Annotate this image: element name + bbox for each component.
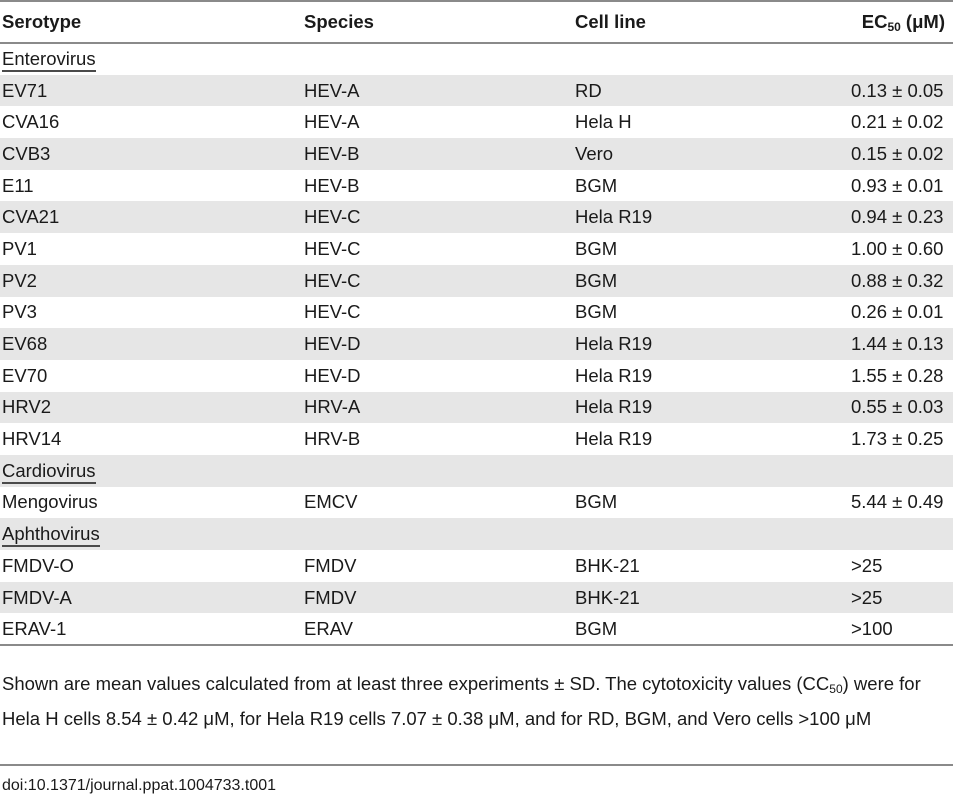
- ec50-cell: 0.55 ± 0.03: [833, 391, 953, 424]
- species-cell: HEV-D: [302, 328, 573, 360]
- species-cell: ERAV: [304, 617, 354, 639]
- cell-line-cell: Hela R19: [575, 428, 653, 450]
- table-row: HRV2 HRV-A Hela R19 0.55 ± 0.03: [0, 391, 953, 424]
- cell-line-cell: Hela R19: [573, 391, 833, 424]
- serotype-cell: ERAV-1: [2, 617, 67, 639]
- cell-line-cell: BGM: [575, 174, 618, 196]
- species-cell: HRV-B: [304, 428, 361, 450]
- species-cell: HEV-A: [302, 74, 573, 107]
- serotype-cell: FMDV-O: [2, 554, 74, 576]
- species-cell: HEV-C: [304, 237, 361, 259]
- table-row: EV68 HEV-D Hela R19 1.44 ± 0.13: [0, 328, 953, 360]
- doi-link[interactable]: doi:10.1371/journal.ppat.1004733.t001: [2, 777, 277, 794]
- species-cell: HRV-A: [302, 391, 573, 424]
- species-cell: FMDV: [302, 581, 573, 614]
- serotype-cell: Mengovirus: [2, 491, 98, 513]
- cell-line-cell: RD: [573, 74, 833, 107]
- species-cell: HEV-C: [302, 264, 573, 297]
- table-row: ERAV-1 ERAV BGM >100: [0, 613, 953, 646]
- ec50-cell: 1.44 ± 0.13: [833, 328, 953, 360]
- cell-line-cell: BGM: [575, 301, 618, 323]
- ec50-table: Serotype Species Cell line EC50 (μM) Ent…: [0, 1, 953, 646]
- ec50-cell: >100: [851, 617, 893, 639]
- serotype-cell: HRV2: [0, 391, 302, 424]
- table-row: CVB3 HEV-B Vero 0.15 ± 0.02: [0, 138, 953, 170]
- table-row: PV1 HEV-C BGM 1.00 ± 0.60: [0, 233, 953, 265]
- group-row-enterovirus: Enterovirus: [0, 43, 953, 75]
- ec50-cell: 0.15 ± 0.02: [833, 138, 953, 170]
- header-serotype: Serotype: [2, 11, 82, 32]
- cell-line-cell: BGM: [575, 237, 618, 259]
- table-row: EV71 HEV-A RD 0.13 ± 0.05: [0, 74, 953, 107]
- table-row: Mengovirus EMCV BGM 5.44 ± 0.49: [0, 487, 953, 519]
- ec50-cell: 1.00 ± 0.60: [851, 237, 944, 259]
- cell-line-cell: BGM: [575, 617, 618, 639]
- table-row: CVA16 HEV-A Hela H 0.21 ± 0.02: [0, 106, 953, 138]
- species-cell: HEV-C: [302, 201, 573, 234]
- table-row: FMDV-O FMDV BHK-21 >25: [0, 550, 953, 582]
- serotype-cell: PV1: [2, 237, 37, 259]
- group-row-aphthovirus: Aphthovirus: [0, 518, 953, 550]
- table-row: HRV14 HRV-B Hela R19 1.73 ± 0.25: [0, 423, 953, 455]
- header-ec50: EC50 (μM): [861, 10, 945, 34]
- serotype-cell: E11: [2, 174, 34, 196]
- cell-line-cell: Hela R19: [575, 364, 653, 386]
- species-cell: HEV-C: [304, 301, 361, 323]
- ec50-cell: 0.26 ± 0.01: [851, 301, 944, 323]
- cell-line-cell: Vero: [573, 138, 833, 170]
- ec50-cell: 0.94 ± 0.23: [833, 201, 953, 234]
- serotype-cell: CVB3: [0, 138, 302, 170]
- serotype-cell: PV2: [0, 264, 302, 297]
- cell-line-cell: Hela H: [575, 111, 632, 133]
- cell-line-cell: Hela R19: [573, 201, 833, 234]
- ec50-cell: 0.93 ± 0.01: [851, 174, 944, 196]
- header-row: Serotype Species Cell line EC50 (μM): [0, 1, 953, 43]
- species-cell: HEV-D: [304, 364, 361, 386]
- ec50-cell: 1.73 ± 0.25: [851, 428, 944, 450]
- table-row: PV2 HEV-C BGM 0.88 ± 0.32: [0, 264, 953, 297]
- species-cell: HEV-B: [304, 174, 360, 196]
- table-footnote: Shown are mean values calculated from at…: [2, 673, 921, 729]
- serotype-cell: EV70: [2, 364, 48, 386]
- ec50-cell: >25: [851, 554, 883, 576]
- group-label: Aphthovirus: [0, 518, 953, 550]
- ec50-cell: 5.44 ± 0.49: [851, 491, 944, 513]
- table-row: E11 HEV-B BGM 0.93 ± 0.01: [0, 170, 953, 202]
- cell-line-cell: BHK-21: [575, 554, 640, 576]
- cell-line-cell: BGM: [573, 264, 833, 297]
- header-cell-line: Cell line: [575, 11, 646, 32]
- serotype-cell: EV71: [0, 74, 302, 107]
- species-cell: HEV-B: [302, 138, 573, 170]
- serotype-cell: EV68: [0, 328, 302, 360]
- ec50-cell: >25: [833, 581, 953, 614]
- footer-divider: [0, 764, 953, 766]
- group-label: Cardiovirus: [0, 454, 953, 487]
- header-species: Species: [304, 11, 374, 32]
- serotype-cell: FMDV-A: [0, 581, 302, 614]
- group-row-cardiovirus: Cardiovirus: [0, 454, 953, 487]
- serotype-cell: CVA21: [0, 201, 302, 234]
- table-row: EV70 HEV-D Hela R19 1.55 ± 0.28: [0, 360, 953, 392]
- ec50-cell: 1.55 ± 0.28: [851, 364, 944, 386]
- ec50-cell: 0.21 ± 0.02: [851, 111, 944, 133]
- cell-line-cell: BHK-21: [573, 581, 833, 614]
- cell-line-cell: BGM: [575, 491, 618, 513]
- species-cell: FMDV: [304, 554, 357, 576]
- ec50-cell: 0.88 ± 0.32: [833, 264, 953, 297]
- table-row: CVA21 HEV-C Hela R19 0.94 ± 0.23: [0, 201, 953, 234]
- serotype-cell: HRV14: [2, 428, 62, 450]
- table-row: PV3 HEV-C BGM 0.26 ± 0.01: [0, 297, 953, 329]
- group-label: Enterovirus: [0, 43, 953, 75]
- cell-line-cell: Hela R19: [573, 328, 833, 360]
- species-cell: HEV-A: [304, 111, 360, 133]
- table-row: FMDV-A FMDV BHK-21 >25: [0, 581, 953, 614]
- serotype-cell: PV3: [2, 301, 37, 323]
- species-cell: EMCV: [304, 491, 358, 513]
- ec50-cell: 0.13 ± 0.05: [833, 74, 953, 107]
- serotype-cell: CVA16: [2, 111, 60, 133]
